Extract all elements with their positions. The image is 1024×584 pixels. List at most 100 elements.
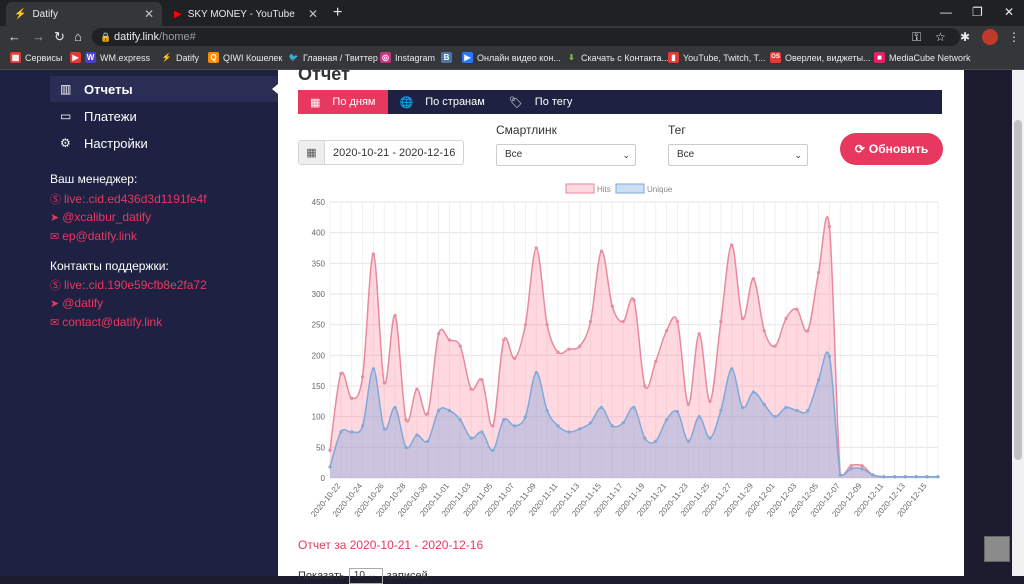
manager-email-link[interactable]: ✉ ep@datify.link — [50, 229, 137, 243]
support-telegram-link[interactable]: ➤ @datify — [50, 296, 103, 310]
bookmark-mediacube[interactable]: ■ MediaCube Network — [874, 52, 971, 63]
unique-point — [436, 408, 441, 413]
hits-point — [480, 378, 484, 382]
y-tick-label: 300 — [312, 290, 326, 299]
extensions-icon[interactable]: ✱ — [960, 30, 971, 44]
browser-tab-datify[interactable]: ⚡ Datify ✕ — [6, 2, 162, 26]
unique-point — [675, 410, 680, 414]
sidebar: ▥ Отчеты ▭ Платежи ⚙ Настройки Ваш менед… — [0, 70, 278, 576]
hits-point — [806, 329, 810, 333]
home-icon[interactable]: ⌂ — [74, 29, 82, 44]
smartlink-label: Смартлинк — [496, 123, 557, 137]
address-bar[interactable]: 🔒 datify.link/home# — [92, 28, 960, 46]
calendar-icon: ▦ — [299, 141, 325, 164]
refresh-button[interactable]: ⟳ Обновить — [840, 133, 943, 165]
forward-icon[interactable]: → — [32, 29, 45, 44]
twitter-icon: 🐦 — [288, 53, 299, 62]
support-email-link[interactable]: ✉ contact@datify.link — [50, 315, 162, 329]
tab-label: По странам — [425, 96, 485, 108]
hits-point — [784, 316, 788, 321]
hits-point — [643, 384, 647, 388]
unique-point — [892, 475, 897, 479]
profile-avatar[interactable] — [982, 29, 998, 45]
tab-label: По дням — [332, 96, 376, 108]
new-tab-icon[interactable]: + — [333, 4, 343, 21]
legend-label: Unique — [647, 185, 673, 194]
y-tick-label: 200 — [312, 351, 326, 360]
unique-point — [838, 473, 842, 477]
unique-point — [447, 408, 452, 413]
bookmark-instagram[interactable]: ◎ Instagram — [380, 52, 435, 63]
sidebar-item-payments[interactable]: ▭ Платежи — [50, 103, 278, 129]
bookmark-label: Скачать с Контакта... — [581, 52, 670, 63]
unique-point — [599, 405, 604, 410]
close-tab-icon[interactable]: ✕ — [307, 7, 318, 21]
hits-point — [360, 375, 365, 379]
bookmark-label: WM.express — [100, 52, 151, 63]
unique-point — [610, 424, 614, 428]
tab-by-countries[interactable]: 🌐 По странам — [388, 90, 497, 114]
bookmark-vk[interactable]: B — [441, 52, 456, 63]
bookmark-overlay[interactable]: OS Оверлеи, виджеты... — [770, 52, 871, 63]
scrollbar-thumb[interactable] — [1014, 120, 1022, 460]
bookmark-datify[interactable]: ⚡ Datify — [161, 52, 200, 63]
bookmarks-bar: ▦ Сервисы ▶ W WM.express ⚡ Datify Q QIWI Коше… — [0, 48, 1024, 70]
tag-icon: 🏷 — [508, 96, 523, 109]
unique-point — [730, 367, 734, 371]
key-icon[interactable]: ⚿ — [912, 30, 922, 44]
telegram-icon: ➤ — [50, 297, 60, 310]
page-scrollbar[interactable] — [1012, 70, 1024, 576]
link-text: @xcalibur_datify — [62, 210, 152, 224]
close-window-icon[interactable]: ✕ — [1004, 5, 1015, 19]
unique-point — [708, 436, 712, 440]
hits-point — [740, 316, 745, 321]
bookmark-wm[interactable]: ▶ W WM.express — [70, 52, 150, 63]
hits-point — [523, 323, 528, 327]
tag-label: Тег — [668, 123, 686, 137]
unique-point — [882, 475, 886, 479]
gear-icon: ⚙ — [60, 136, 71, 150]
mail-icon: ✉ — [50, 230, 60, 243]
bookmark-twitter[interactable]: 🐦 Главная / Твиттер — [288, 52, 378, 63]
y-tick-label: 450 — [312, 198, 326, 207]
bookmark-download[interactable]: ⬇ Скачать с Контакта... — [566, 52, 669, 63]
bookmark-qiwi[interactable]: Q QIWI Кошелек — [208, 52, 282, 63]
hits-point — [556, 350, 560, 354]
close-tab-icon[interactable]: ✕ — [143, 7, 154, 21]
tag-select[interactable]: Все ⌄ — [668, 144, 808, 166]
date-range-input[interactable]: ▦ 2020-10-21 - 2020-12-16 — [298, 140, 464, 165]
tab-by-days[interactable]: ▦ По дням — [298, 90, 388, 114]
bookmark-media[interactable]: ▮ YouTube, Twitch, T... — [668, 52, 766, 63]
back-icon[interactable]: ← — [8, 29, 21, 44]
channel-watermark-logo — [984, 536, 1010, 562]
active-caret-icon — [272, 84, 278, 94]
hits-point — [664, 329, 669, 333]
qiwi-icon: Q — [208, 52, 219, 63]
hits-point — [599, 249, 604, 253]
bookmark-services[interactable]: ▦ Сервисы — [10, 52, 62, 63]
video-converter-icon: ▶ — [462, 52, 473, 63]
hits-point — [654, 359, 658, 364]
bookmark-video-converter[interactable]: ▶ Онлайн видео кон... — [462, 52, 561, 63]
browser-tab-youtube[interactable]: ▶ SKY MONEY - YouTube ✕ — [166, 2, 326, 26]
hits-point — [491, 424, 495, 428]
unique-point — [360, 424, 365, 428]
star-icon[interactable]: ☆ — [935, 30, 946, 44]
manager-telegram-link[interactable]: ➤ @xcalibur_datify — [50, 210, 151, 224]
page-size-select[interactable]: 10 ⌄ — [348, 568, 383, 584]
hits-point — [588, 320, 593, 324]
unique-point — [556, 424, 560, 428]
tab-by-tag[interactable]: 🏷 По тегу — [497, 90, 585, 114]
sidebar-item-reports[interactable]: ▥ Отчеты — [50, 76, 278, 102]
restore-icon[interactable]: ❐ — [972, 5, 983, 19]
minimize-icon[interactable]: — — [940, 5, 952, 19]
sidebar-item-settings[interactable]: ⚙ Настройки — [50, 130, 278, 156]
y-tick-label: 100 — [312, 413, 326, 422]
smartlink-select[interactable]: Все ⌄ — [496, 144, 636, 166]
y-tick-label: 350 — [312, 259, 326, 268]
menu-dots-icon[interactable]: ⋮ — [1008, 30, 1020, 44]
reload-icon[interactable]: ↻ — [54, 29, 65, 44]
media-icon: ▮ — [668, 52, 679, 63]
